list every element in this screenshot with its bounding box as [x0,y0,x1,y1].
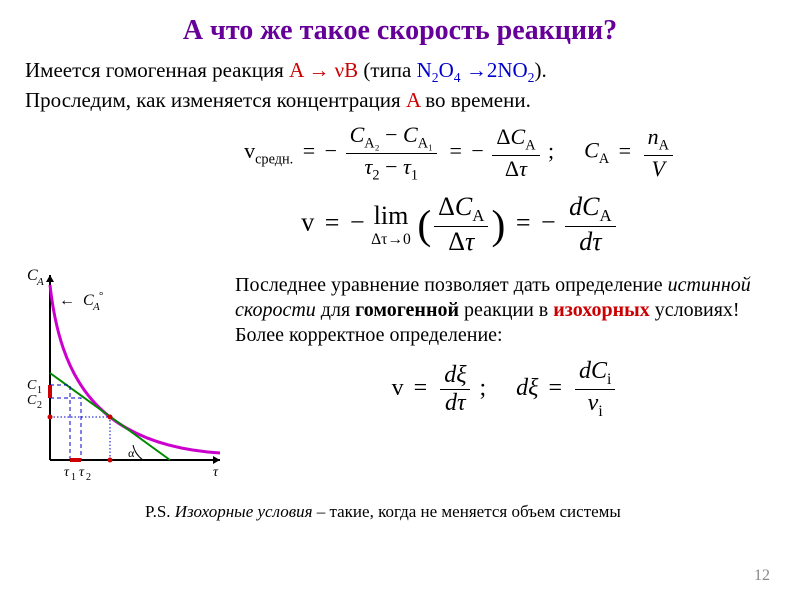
svg-text:τ: τ [213,465,219,480]
side-explanation: Последнее уравнение позволяет дать опред… [235,265,775,348]
graph-and-text-row: CA←CA°C1C2τ1τ2τα Последнее уравнение поз… [25,265,775,500]
postscript: P.S. Изохорные условия – такие, когда не… [25,502,775,522]
svg-text:A: A [36,276,44,288]
svg-text:1: 1 [71,472,76,483]
svg-text:1: 1 [37,385,42,396]
page-number: 12 [754,567,770,585]
svg-text:τ: τ [79,465,85,480]
formula-avg-rate: vсредн. = − CA₂ − CA₁ τ2 − τ1 = − ΔCA Δτ… [25,122,775,184]
species-A: A [406,88,420,112]
reaction-scheme: A → νB [289,58,358,82]
intro-text: Проследим, как изменяется концентрация [25,88,406,112]
svg-text:°: ° [99,290,103,302]
formula-true-rate: v = − limΔτ→0 ( ΔCA Δτ ) = − dCA dτ [25,192,775,257]
page-title: А что же такое скорость реакции? [25,15,775,47]
svg-text:2: 2 [86,472,91,483]
formula-extent: v = dξ dτ ; dξ = dCi νi [235,358,775,421]
example-reaction: N2O4 →2NO2 [417,58,535,82]
intro-paragraph: Имеется гомогенная реакция A → νB (типа … [25,57,775,114]
intro-text: (типа [358,58,416,82]
svg-text:τ: τ [64,465,70,480]
svg-text:2: 2 [37,400,42,411]
svg-text:C: C [27,393,37,408]
svg-text:←: ← [59,292,75,309]
svg-text:A: A [92,301,100,313]
svg-text:C: C [27,378,37,393]
intro-text: Имеется гомогенная реакция [25,58,289,82]
intro-text: ). [535,58,547,82]
intro-text: во времени. [420,88,531,112]
svg-text:α: α [128,446,135,460]
concentration-graph: CA←CA°C1C2τ1τ2τα [25,265,225,500]
